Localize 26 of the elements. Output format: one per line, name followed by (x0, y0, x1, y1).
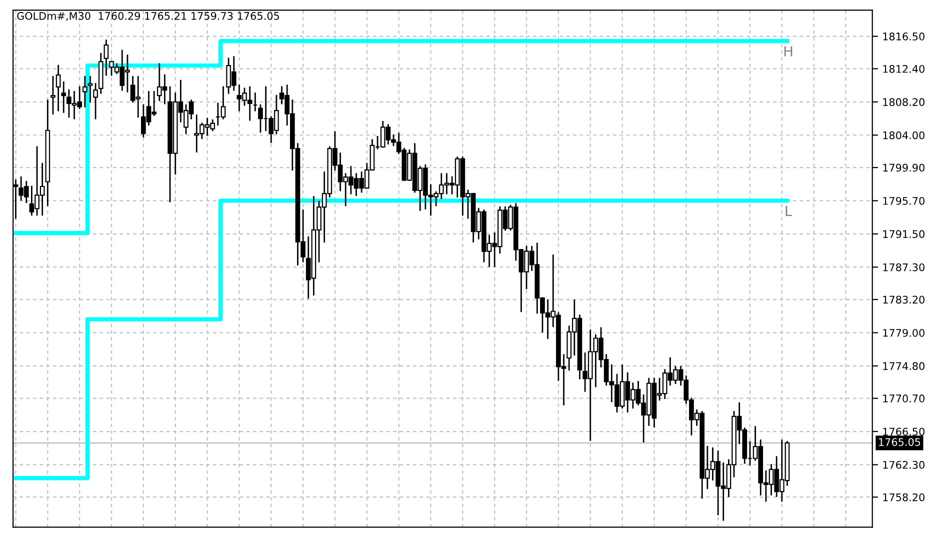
y-tick-label: 1758.20 (883, 493, 924, 502)
series-label: H (784, 46, 792, 56)
candlestick (61, 81, 66, 113)
candlestick (104, 40, 109, 76)
y-tick-label: 1783.20 (883, 296, 924, 304)
y-tick-label: 1816.50 (883, 32, 924, 40)
candlestick (88, 76, 93, 103)
y-tick-label: 1795.70 (883, 196, 924, 205)
candlestick (50, 76, 56, 114)
y-tick-label: 1808.20 (883, 98, 924, 106)
y-tick-label: 1787.30 (883, 263, 924, 272)
y-tick-label: 1791.50 (883, 230, 924, 238)
y-tick-label: 1799.90 (883, 164, 924, 172)
candlestick (56, 64, 61, 112)
candlestick (93, 83, 98, 120)
y-tick-label: 1779.00 (883, 328, 924, 337)
y-tick-label: 1766.50 (883, 428, 924, 436)
y-tick-label: 1770.70 (883, 394, 924, 402)
series-label: L (786, 206, 792, 216)
y-tick-label: 1812.40 (883, 64, 924, 73)
y-tick-label: 1804.00 (883, 131, 924, 140)
y-tick-label: 1762.30 (883, 460, 924, 469)
ref-line-label: 1765.05 (879, 438, 920, 446)
candlestick (82, 76, 88, 108)
chart-title: GOLDm#,M30 1760.29 1765.21 1759.73 1765.05 (17, 12, 279, 21)
y-tick-label: 1774.80 (883, 362, 924, 370)
